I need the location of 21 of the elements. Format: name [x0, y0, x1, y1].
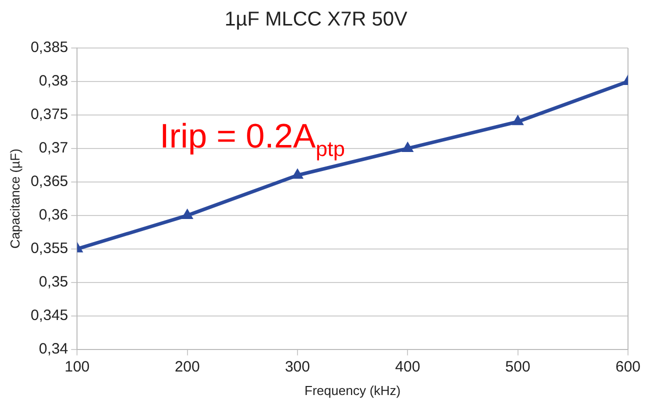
y-tick-label: 0,37	[38, 140, 68, 157]
chart-title: 1µF MLCC X7R 50V	[224, 8, 408, 31]
y-tick-label: 0,375	[30, 106, 68, 124]
x-tick-label: 500	[505, 358, 530, 376]
x-tick-label: 200	[174, 358, 200, 376]
y-tick-label: 0,345	[30, 307, 68, 324]
y-tick-label: 0,34	[38, 340, 68, 358]
y-tick-label: 0,36	[38, 206, 68, 224]
point	[291, 168, 304, 179]
point	[402, 141, 414, 152]
y-tick-label: 0,355	[30, 240, 68, 258]
x-tick-label: 600	[615, 358, 641, 376]
x-tick-label: 300	[284, 358, 310, 376]
x-tick-label: 400	[395, 358, 420, 376]
y-tick-label: 0,385	[30, 39, 68, 56]
y-tick-label: 0,365	[30, 173, 68, 190]
y-tick-label: 0,38	[38, 72, 68, 90]
x-axis-title: Frequency (kHz)	[304, 382, 401, 398]
x-tick-label: 100	[64, 358, 90, 376]
y-axis-title: Capacitance (µF)	[7, 148, 22, 249]
y-tick-label: 0,35	[38, 274, 68, 291]
